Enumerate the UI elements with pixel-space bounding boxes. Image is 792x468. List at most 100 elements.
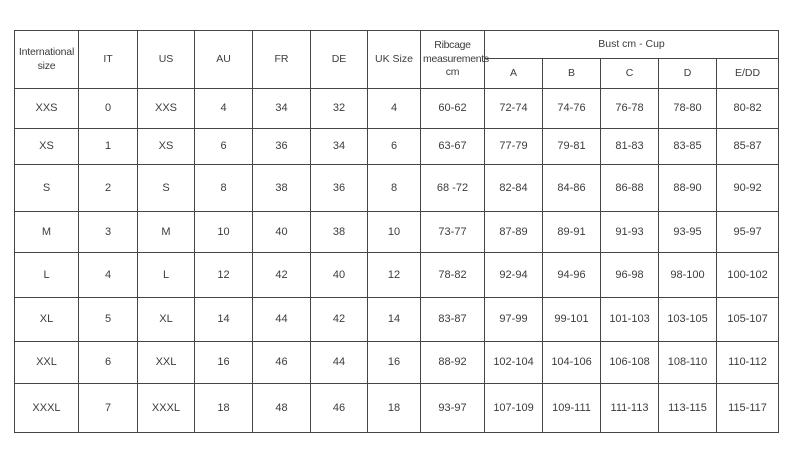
table-cell: 44 — [310, 341, 368, 384]
table-cell: 40 — [252, 211, 311, 253]
table-cell: 85-87 — [715, 128, 780, 165]
table-cell: 78-80 — [658, 88, 717, 129]
header-cell-fr: FR — [252, 30, 311, 89]
table-cell: 92-94 — [484, 252, 543, 298]
table-cell: 95-97 — [715, 211, 780, 253]
header-cell-us: US — [137, 30, 195, 89]
table-cell: 6 — [367, 128, 421, 165]
header-cell-cup-c: C — [600, 58, 659, 89]
table-cell: 8 — [367, 164, 421, 212]
table-cell: 84-86 — [542, 164, 601, 212]
table-cell: 34 — [252, 88, 311, 129]
table-cell: 109-111 — [542, 383, 601, 433]
header-cell-ribcage: Ribcage measurements cm — [420, 30, 489, 89]
table-row: M 3 M 10 40 38 10 73-77 87-89 89-91 91-93 93-95 95-9… — [14, 211, 780, 253]
table-cell: 113-115 — [658, 383, 717, 433]
table-cell: S — [14, 164, 79, 212]
table-cell: 44 — [252, 297, 311, 342]
table-cell: 94-96 — [542, 252, 601, 298]
table-cell: 91-93 — [600, 211, 659, 253]
header-cell-cup-edd: E/DD — [715, 58, 780, 89]
table-cell: M — [137, 211, 195, 253]
table-row: XXL 6 XXL 16 46 44 16 88-92 102-104 104-106 106-10… — [14, 341, 780, 384]
table-cell: 111-113 — [600, 383, 659, 433]
header-cell-it: IT — [78, 30, 138, 89]
table-cell: XXS — [14, 88, 79, 129]
table-cell: 14 — [367, 297, 421, 342]
table-cell: 1 — [78, 128, 138, 165]
table-cell: 6 — [194, 128, 253, 165]
table-cell: 63-67 — [420, 128, 485, 165]
table-body: XXS 0 XXS 4 34 32 4 60-62 72-74 74-76 76-78 78-80 80… — [14, 88, 780, 433]
table-cell: 46 — [252, 341, 311, 384]
table-cell: 4 — [78, 252, 138, 298]
table-cell: 16 — [194, 341, 253, 384]
table-cell: 115-117 — [715, 383, 780, 433]
table-cell: XS — [137, 128, 195, 165]
header-cell-uk-size: UK Size — [367, 30, 421, 89]
table-cell: 78-82 — [420, 252, 485, 298]
table-cell: 87-89 — [484, 211, 543, 253]
table-cell: 102-104 — [484, 341, 543, 384]
table-cell: 80-82 — [715, 88, 780, 129]
table-cell: 97-99 — [484, 297, 543, 342]
table-cell: 48 — [252, 383, 311, 433]
table-cell: 38 — [252, 164, 311, 212]
table-cell: L — [14, 252, 79, 298]
table-cell: 10 — [194, 211, 253, 253]
table-cell: 2 — [78, 164, 138, 212]
table-cell: 103-105 — [658, 297, 717, 342]
table-cell: 81-83 — [600, 128, 659, 165]
table-cell: 76-78 — [600, 88, 659, 129]
table-cell: XL — [137, 297, 195, 342]
table-cell: 107-109 — [484, 383, 543, 433]
table-cell: 6 — [78, 341, 138, 384]
table-cell: 104-106 — [542, 341, 601, 384]
table-row: XS 1 XS 6 36 34 6 63-67 77-79 79-81 81-83 83-85 85-8… — [14, 128, 780, 165]
table-cell: 4 — [367, 88, 421, 129]
table-cell: XL — [14, 297, 79, 342]
table-cell: 3 — [78, 211, 138, 253]
table-row: XL 5 XL 14 44 42 14 83-87 97-99 99-101 101-103 103-… — [14, 297, 780, 342]
table-header: International size IT US AU FR DE UK Siz… — [14, 30, 780, 89]
table-cell: 7 — [78, 383, 138, 433]
table-row: L 4 L 12 42 40 12 78-82 92-94 94-96 96-98 98-100 100… — [14, 252, 780, 298]
table-cell: XXXL — [137, 383, 195, 433]
header-cell-cup-b: B — [542, 58, 601, 89]
table-cell: L — [137, 252, 195, 298]
header-cell-international-size: International size — [14, 30, 79, 89]
header-cell-au: AU — [194, 30, 253, 89]
table-cell: XXL — [137, 341, 195, 384]
table-cell: 86-88 — [600, 164, 659, 212]
table-cell: 93-95 — [658, 211, 717, 253]
table-cell: 36 — [252, 128, 311, 165]
table-cell: 88-90 — [658, 164, 717, 212]
table-cell: 42 — [310, 297, 368, 342]
table-cell: 42 — [252, 252, 311, 298]
table-cell: 40 — [310, 252, 368, 298]
table-cell: XXXL — [14, 383, 79, 433]
table-cell: 38 — [310, 211, 368, 253]
header-row-group: International size IT US AU FR DE UK Siz… — [14, 30, 780, 89]
table-cell: 14 — [194, 297, 253, 342]
table-cell: 72-74 — [484, 88, 543, 129]
table-cell: 0 — [78, 88, 138, 129]
table-cell: 12 — [367, 252, 421, 298]
table-cell: 96-98 — [600, 252, 659, 298]
table-cell: 18 — [194, 383, 253, 433]
table-cell: XXL — [14, 341, 79, 384]
table-cell: 89-91 — [542, 211, 601, 253]
table-cell: 83-87 — [420, 297, 485, 342]
table-cell: XXS — [137, 88, 195, 129]
table-cell: M — [14, 211, 79, 253]
table-cell: 10 — [367, 211, 421, 253]
table-cell: 73-77 — [420, 211, 485, 253]
table-cell: 105-107 — [715, 297, 780, 342]
header-cell-bust-cup-group: Bust cm - Cup — [483, 30, 780, 59]
table-row: XXS 0 XXS 4 34 32 4 60-62 72-74 74-76 76-78 78-80 80… — [14, 88, 780, 129]
table-cell: 68 -72 — [420, 164, 485, 212]
table-cell: 88-92 — [420, 341, 485, 384]
table-cell: 108-110 — [658, 341, 717, 384]
table-cell: 32 — [310, 88, 368, 129]
table-cell: XS — [14, 128, 79, 165]
